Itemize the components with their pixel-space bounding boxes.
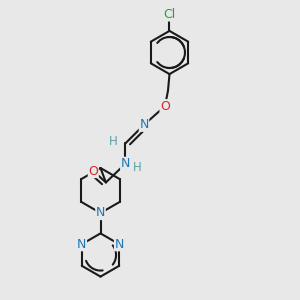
Text: N: N — [96, 206, 105, 220]
Text: H: H — [132, 161, 141, 174]
Text: N: N — [139, 118, 149, 131]
Text: O: O — [160, 100, 170, 113]
Text: N: N — [115, 238, 124, 251]
Text: Cl: Cl — [164, 8, 175, 21]
Text: O: O — [88, 164, 98, 178]
Text: N: N — [121, 157, 130, 170]
Text: H: H — [109, 134, 118, 148]
Text: N: N — [77, 238, 86, 251]
